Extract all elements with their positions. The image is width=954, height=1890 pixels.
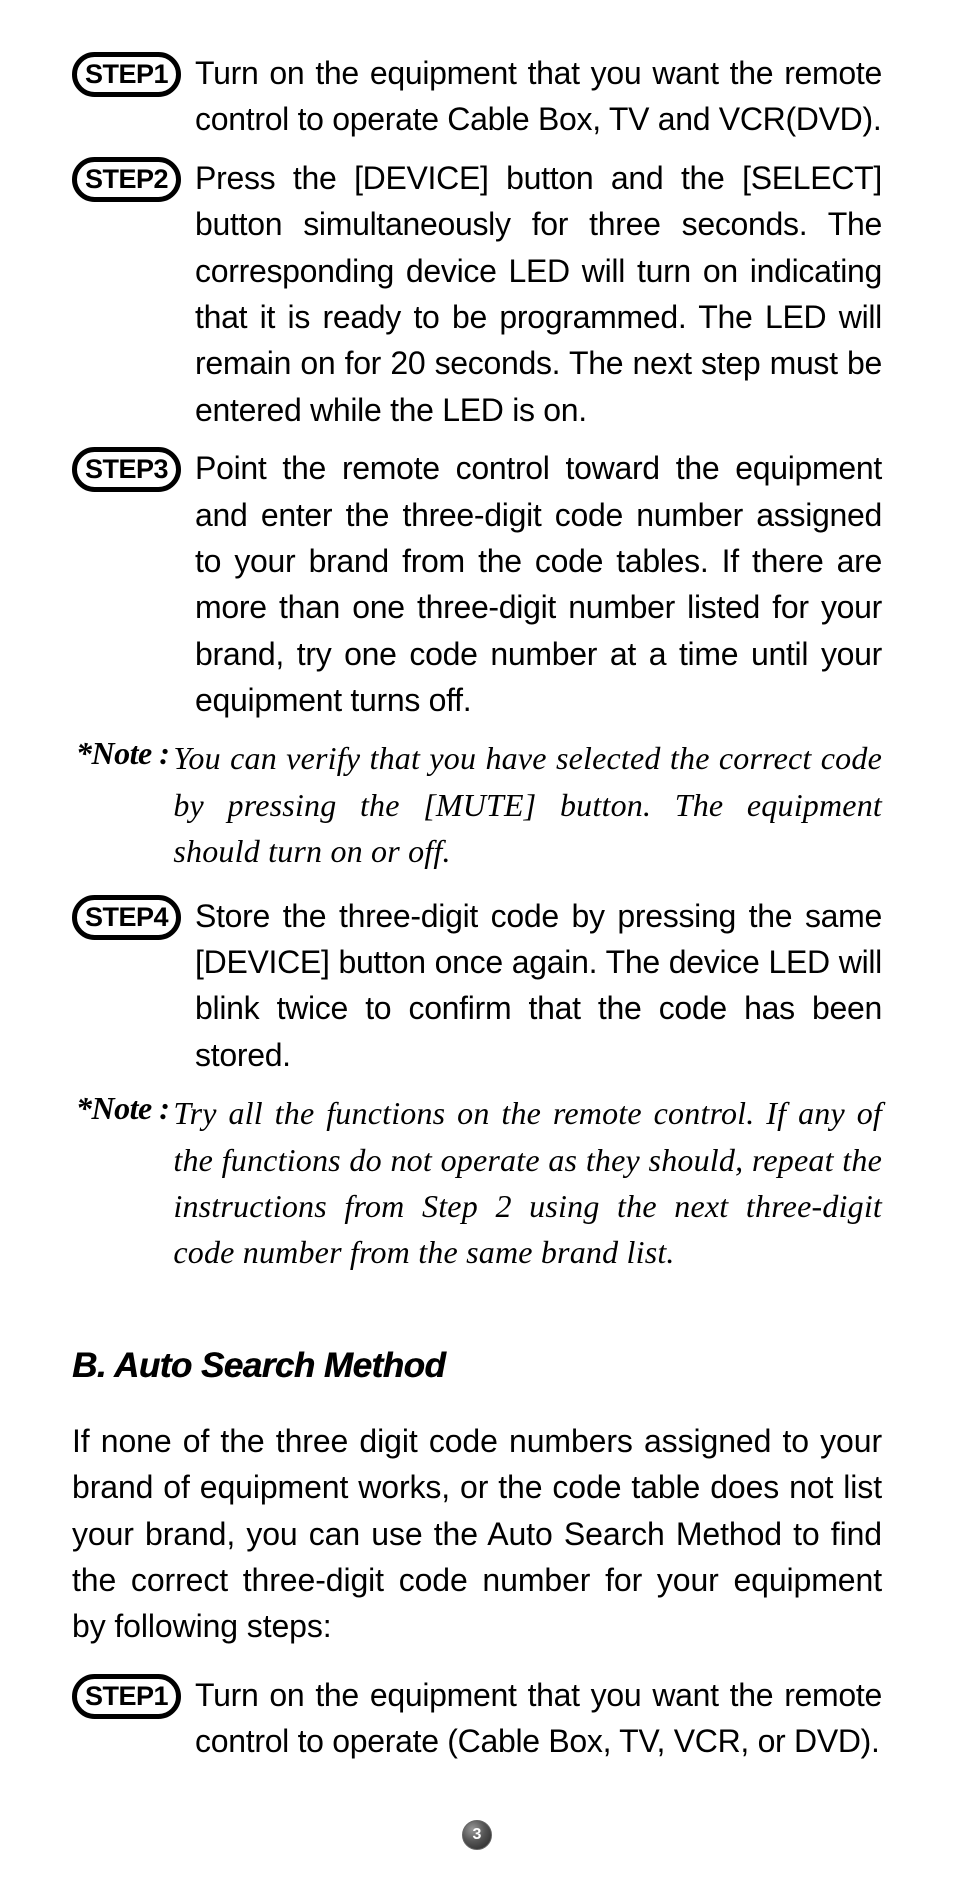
step-3-text: Point the remote control toward the equi… [195,445,882,723]
step-3-row: STEP3 Point the remote control toward th… [72,445,882,723]
page-number: 3 [462,1820,492,1850]
step-4-row: STEP4 Store the three-digit code by pres… [72,893,882,1079]
section-b-step-1-text: Turn on the equipment that you want the … [195,1672,882,1765]
section-b-intro: If none of the three digit code numbers … [72,1418,882,1650]
step-2-badge: STEP2 [72,157,181,202]
note-2-text: Try all the functions on the remote cont… [173,1090,882,1276]
note-1-text: You can verify that you have selected th… [173,735,882,874]
step-2-row: STEP2 Press the [DEVICE] button and the … [72,155,882,433]
step-1-badge: STEP1 [72,52,181,97]
note-2-label: *Note : [76,1090,169,1127]
step-2-text: Press the [DEVICE] button and the [SELEC… [195,155,882,433]
section-b-step-1-row: STEP1 Turn on the equipment that you wan… [72,1672,882,1765]
note-2-row: *Note : Try all the functions on the rem… [72,1090,882,1276]
section-b-heading: B. Auto Search Method [72,1346,882,1386]
step-4-text: Store the three-digit code by pressing t… [195,893,882,1079]
note-1-row: *Note : You can verify that you have sel… [72,735,882,874]
page-number-container: 3 [72,1820,882,1850]
step-1-text: Turn on the equipment that you want the … [195,50,882,143]
section-b-step-1-badge: STEP1 [72,1674,181,1719]
step-1-row: STEP1 Turn on the equipment that you wan… [72,50,882,143]
step-3-badge: STEP3 [72,447,181,492]
step-4-badge: STEP4 [72,895,181,940]
note-1-label: *Note : [76,735,169,772]
